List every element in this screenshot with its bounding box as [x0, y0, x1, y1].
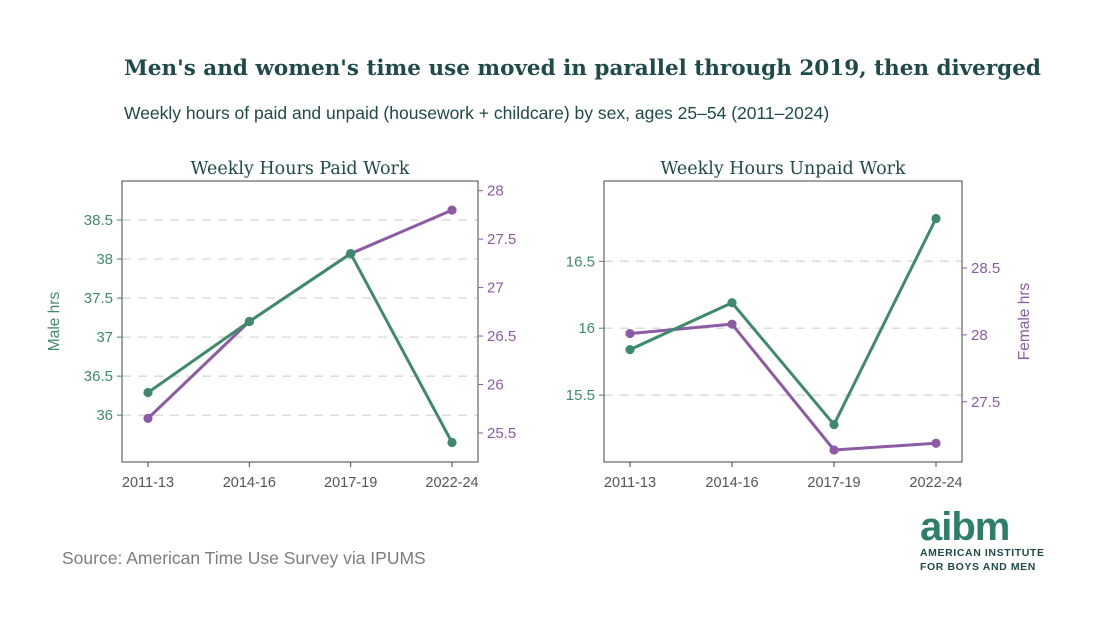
chart-title: Men's and women's time use moved in para… [124, 56, 1041, 81]
panel-1-ytick-right-label: 27 [487, 280, 504, 297]
panel-2-ytick-left-label: 16.5 [566, 253, 595, 270]
panel-2-female-line [628, 322, 938, 452]
panel-1-ytick-right-label: 28 [487, 183, 504, 200]
chart-subtitle: Weekly hours of paid and unpaid (housewo… [124, 103, 830, 123]
panel-2-ytick-left-label: 15.5 [566, 387, 595, 404]
panel-1-xtick-label: 2014-16 [223, 475, 276, 491]
panel-1-ytick-right-label: 26 [487, 376, 504, 393]
panel-2-male-point [625, 345, 635, 355]
panel-2-male-line [628, 216, 938, 427]
panel-2-ytick-right-label: 28.5 [971, 260, 1000, 277]
panel-2-xtick-label: 2017-19 [807, 475, 860, 491]
panel-2-ytick-left-label: 16 [578, 320, 595, 337]
panel-1-male-point [447, 437, 457, 448]
panel-1-ytick-left-label: 36.5 [84, 368, 113, 385]
panel-2-female-point [727, 319, 737, 329]
panel-2-ytick-right-label: 28 [971, 327, 988, 344]
logo-line-2: FOR BOYS AND MEN [920, 561, 1036, 573]
panel-2-title: Weekly Hours Unpaid Work [660, 159, 906, 179]
panel-1-male-point [143, 387, 153, 398]
panel-2-female-point [625, 328, 635, 339]
panel-2-xtick-label: 2011-13 [604, 475, 656, 491]
panel-1-ytick-right-label: 26.5 [487, 328, 516, 345]
panel-1-male-line [146, 252, 454, 444]
panel-1-ytick-left-label: 36 [96, 407, 113, 424]
panel-1-xtick-label: 2011-13 [122, 475, 174, 491]
panel-1-xtick-label: 2017-19 [324, 475, 377, 491]
male-axis-label: Male hrs [46, 292, 63, 352]
logo-wordmark: aibm [920, 505, 1010, 549]
panel-2-xtick-label: 2022-24 [909, 475, 962, 491]
panel-2-male-point [829, 419, 839, 430]
panel-1-male-point [346, 248, 356, 259]
panel-1-ytick-right-label: 25.5 [487, 425, 516, 442]
panel-2-ytick-right-label: 27.5 [971, 394, 1000, 411]
female-axis-label: Female hrs [1016, 282, 1033, 360]
panel-2-male-point [931, 213, 941, 224]
panel-1-female-point [143, 413, 153, 423]
panel-1-female-point [447, 205, 457, 215]
panel-1-male-point [244, 316, 254, 327]
panel-2-female-point [829, 445, 839, 455]
panel-1-title: Weekly Hours Paid Work [191, 159, 410, 179]
panel-1-female-line [146, 208, 454, 420]
panel-2-xtick-label: 2014-16 [705, 475, 758, 491]
panel-1-xtick-label: 2022-24 [425, 475, 478, 491]
source-note: Source: American Time Use Survey via IPU… [62, 548, 426, 568]
panel-1-ytick-left-label: 38.5 [84, 212, 113, 229]
panel-2-male-point [727, 298, 737, 308]
panel-1-ytick-right-label: 27.5 [487, 231, 516, 248]
panel-1-ytick-left-label: 37.5 [84, 290, 113, 307]
panel-2-frame [603, 180, 963, 463]
logo-line-1: AMERICAN INSTITUTE [920, 547, 1045, 559]
panel-2-female-point [931, 438, 941, 448]
panel-1-ytick-left-label: 37 [96, 329, 113, 346]
aibm-logo: aibm AMERICAN INSTITUTE FOR BOYS AND MEN [920, 505, 1070, 574]
panel-1-ytick-left-label: 38 [96, 251, 113, 268]
panel-1-frame [121, 180, 479, 463]
